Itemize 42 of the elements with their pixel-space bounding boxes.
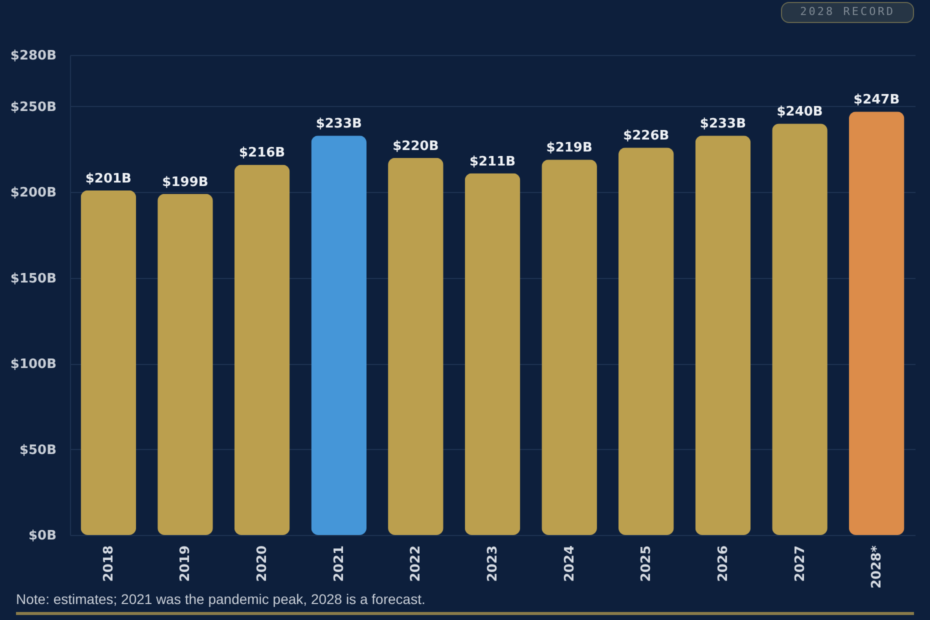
data-label: $233B — [700, 116, 746, 132]
data-label: $226B — [623, 128, 670, 144]
y-tick-label: $250B — [10, 100, 56, 115]
x-tick-label: 2021 — [332, 546, 347, 582]
bar — [311, 136, 367, 535]
data-label: $247B — [854, 92, 900, 108]
x-tick-label: 2027 — [792, 546, 808, 582]
bar — [618, 148, 674, 535]
y-tick-label: $100B — [10, 357, 56, 372]
x-tick-label: 2022 — [408, 546, 424, 582]
bar — [772, 124, 828, 535]
data-label: $219B — [546, 140, 592, 156]
bar — [158, 194, 213, 535]
bar — [542, 160, 597, 535]
text: Note: estimates; 2021 was the pandemic peak, 2028 is a forecast. — [16, 591, 426, 607]
y-tick-label: $200B — [10, 186, 56, 201]
data-label: $199B — [162, 174, 208, 190]
data-label: $211B — [469, 154, 516, 170]
bar — [388, 158, 444, 535]
data-label: $240B — [776, 104, 823, 120]
y-tick-label: $280B — [10, 48, 56, 64]
x-tick-label: 2023 — [486, 546, 500, 582]
data-label: $216B — [239, 146, 286, 161]
bar — [464, 173, 520, 535]
data-label: $201B — [85, 171, 132, 186]
bar — [695, 136, 751, 535]
data-label: $220B — [392, 138, 439, 154]
data-label: $233B — [316, 116, 362, 132]
x-tick-label: 2020 — [255, 546, 270, 582]
y-tick-label: $0B — [28, 528, 56, 544]
y-tick-label: $150B — [10, 271, 56, 286]
x-tick-label: 2025 — [639, 546, 654, 582]
x-tick-label: 2026 — [716, 546, 731, 582]
y-tick-label: $50B — [19, 442, 56, 458]
x-tick-label: 2024 — [562, 546, 578, 582]
bar — [80, 190, 136, 535]
bar — [234, 164, 290, 535]
x-tick-label: 2019 — [178, 546, 194, 582]
bar — [848, 112, 904, 535]
x-tick-label: 2018 — [101, 546, 116, 582]
text: 2028 RECORD — [781, 2, 914, 23]
x-tick-label: 2028* — [870, 545, 885, 588]
